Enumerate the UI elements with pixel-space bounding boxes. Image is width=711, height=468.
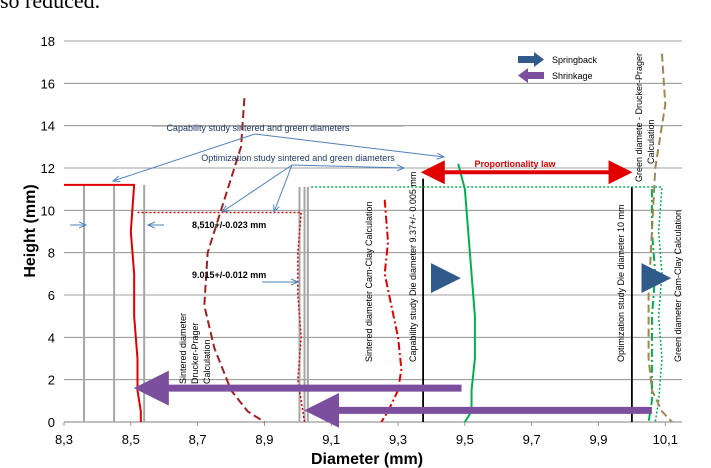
y-tick-label: 18 <box>41 34 55 49</box>
optimization-leader-left <box>222 164 293 212</box>
legend: Springback Shrinkage <box>518 52 598 83</box>
capability-callout: Capability study sintered and green diam… <box>113 123 444 181</box>
x-tick-label: 9,7 <box>523 432 541 447</box>
label-sintered-dp-1: Sintered diameter <box>178 313 188 384</box>
label-sintered-cc: Sintered diameter Cam-Clay Calculation <box>364 201 374 362</box>
arrow-left-icon <box>518 68 544 83</box>
optimization-leader-mid <box>274 164 293 212</box>
series-line <box>64 183 142 422</box>
data-series <box>64 53 673 423</box>
series-line <box>137 211 306 423</box>
y-tick-label: 4 <box>48 330 55 345</box>
tick-labels: 0 2 4 6 8 10 12 14 16 18 8,3 8,5 8,7 8,9 9,1 9,3 9,5 9,7 9… <box>41 34 678 447</box>
arrows <box>133 160 672 428</box>
label-sintered-dp-2: Drucker-Prager <box>190 322 200 384</box>
series-line <box>203 98 265 423</box>
label-optimization-die: Optimization study Die diameter 10 mm <box>616 204 626 362</box>
x-tick-label: 8,9 <box>255 432 273 447</box>
x-tick-label: 9,9 <box>589 432 607 447</box>
y-tick-label: 6 <box>48 288 55 303</box>
vertical-annotations: Sintered diameter Drucker-Prager Calcula… <box>178 53 683 384</box>
y-tick-label: 2 <box>48 373 55 388</box>
optimization-leader-right <box>291 165 404 168</box>
x-tick-label: 9,1 <box>322 432 340 447</box>
x-tick-label: 8,7 <box>189 432 207 447</box>
y-tick-label: 14 <box>41 119 55 134</box>
capability-label: Capability study sintered and green diam… <box>166 123 350 133</box>
proportionality-label: Proportionality law <box>474 159 556 169</box>
top-caption: so reduced. <box>0 0 101 13</box>
arrow-right-icon <box>518 52 544 67</box>
x-tick-label: 10,1 <box>653 432 678 447</box>
y-tick-label: 12 <box>41 161 55 176</box>
label-sintered-dp-3: Calculation <box>202 339 212 384</box>
legend-item-shrinkage: Shrinkage <box>518 68 593 83</box>
x-tick-label: 8,3 <box>55 432 73 447</box>
capability-leader-right <box>254 133 444 157</box>
optimization-callout: Optimization study sintered and green di… <box>201 153 404 212</box>
legend-item-springback: Springback <box>518 52 598 67</box>
y-tick-label: 0 <box>48 415 55 430</box>
label-green-dp-1: Green diamete - Drucker-Prager <box>634 53 644 182</box>
x-tick-label: 9,5 <box>456 432 474 447</box>
y-tick-label: 16 <box>41 76 55 91</box>
y-tick-label: 10 <box>41 203 55 218</box>
x-tick-label: 9,3 <box>389 432 407 447</box>
legend-label-springback: Springback <box>552 55 598 65</box>
label-green-cc: Green diameter Cam-Clay Calculation <box>673 210 683 362</box>
y-tick-label: 8 <box>48 246 55 261</box>
series-line <box>647 189 657 423</box>
series-line <box>380 199 403 423</box>
label-capability-die: Capability study Die diameter 9.37+/- 0.… <box>408 172 418 362</box>
tolerance-annotations: 8,510+/-0.023 mm 9.015+/-0.012 mm <box>70 220 298 282</box>
grid-lines <box>63 40 682 426</box>
series-line <box>647 53 673 423</box>
tolerance-label-2: 9.015+/-0.012 mm <box>192 270 266 280</box>
optimization-label: Optimization study sintered and green di… <box>201 153 395 163</box>
label-green-dp-2: Calculation <box>646 119 656 164</box>
capability-leader-left <box>113 133 256 181</box>
x-tick-label: 8,5 <box>122 432 140 447</box>
tolerance-label-1: 8,510+/-0.023 mm <box>192 220 266 230</box>
series-line <box>457 163 476 423</box>
x-axis-title: Diameter (mm) <box>311 451 423 468</box>
y-axis-title: Height (mm) <box>22 184 39 277</box>
legend-label-shrinkage: Shrinkage <box>552 71 593 81</box>
